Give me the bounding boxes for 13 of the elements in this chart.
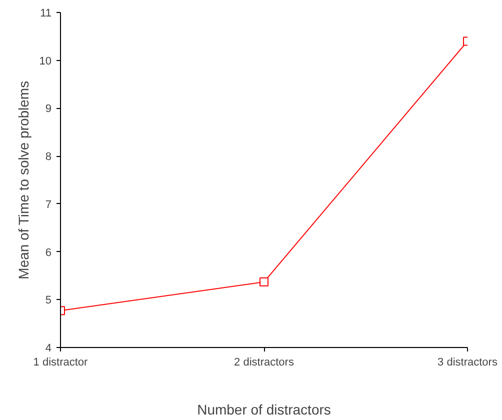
y-axis-title: Mean of Time to solve problems — [15, 80, 32, 280]
y-tick-label: 11 — [40, 8, 52, 20]
x-tick-label: 1 distractor — [33, 356, 88, 368]
y-tick-label: 8 — [45, 151, 52, 164]
y-tick-label: 9 — [45, 103, 52, 116]
y-tick-label: 5 — [45, 294, 52, 307]
y-tick-label: 7 — [45, 198, 52, 211]
y-tick-label: 10 — [39, 55, 52, 68]
x-tick-label: 2 distractors — [234, 356, 294, 368]
x-axis-title: Number of distractors — [197, 402, 331, 418]
x-tick-label: 3 distractors — [438, 356, 498, 368]
y-tick-label: 6 — [45, 246, 52, 259]
y-tick-label: 4 — [45, 342, 52, 354]
